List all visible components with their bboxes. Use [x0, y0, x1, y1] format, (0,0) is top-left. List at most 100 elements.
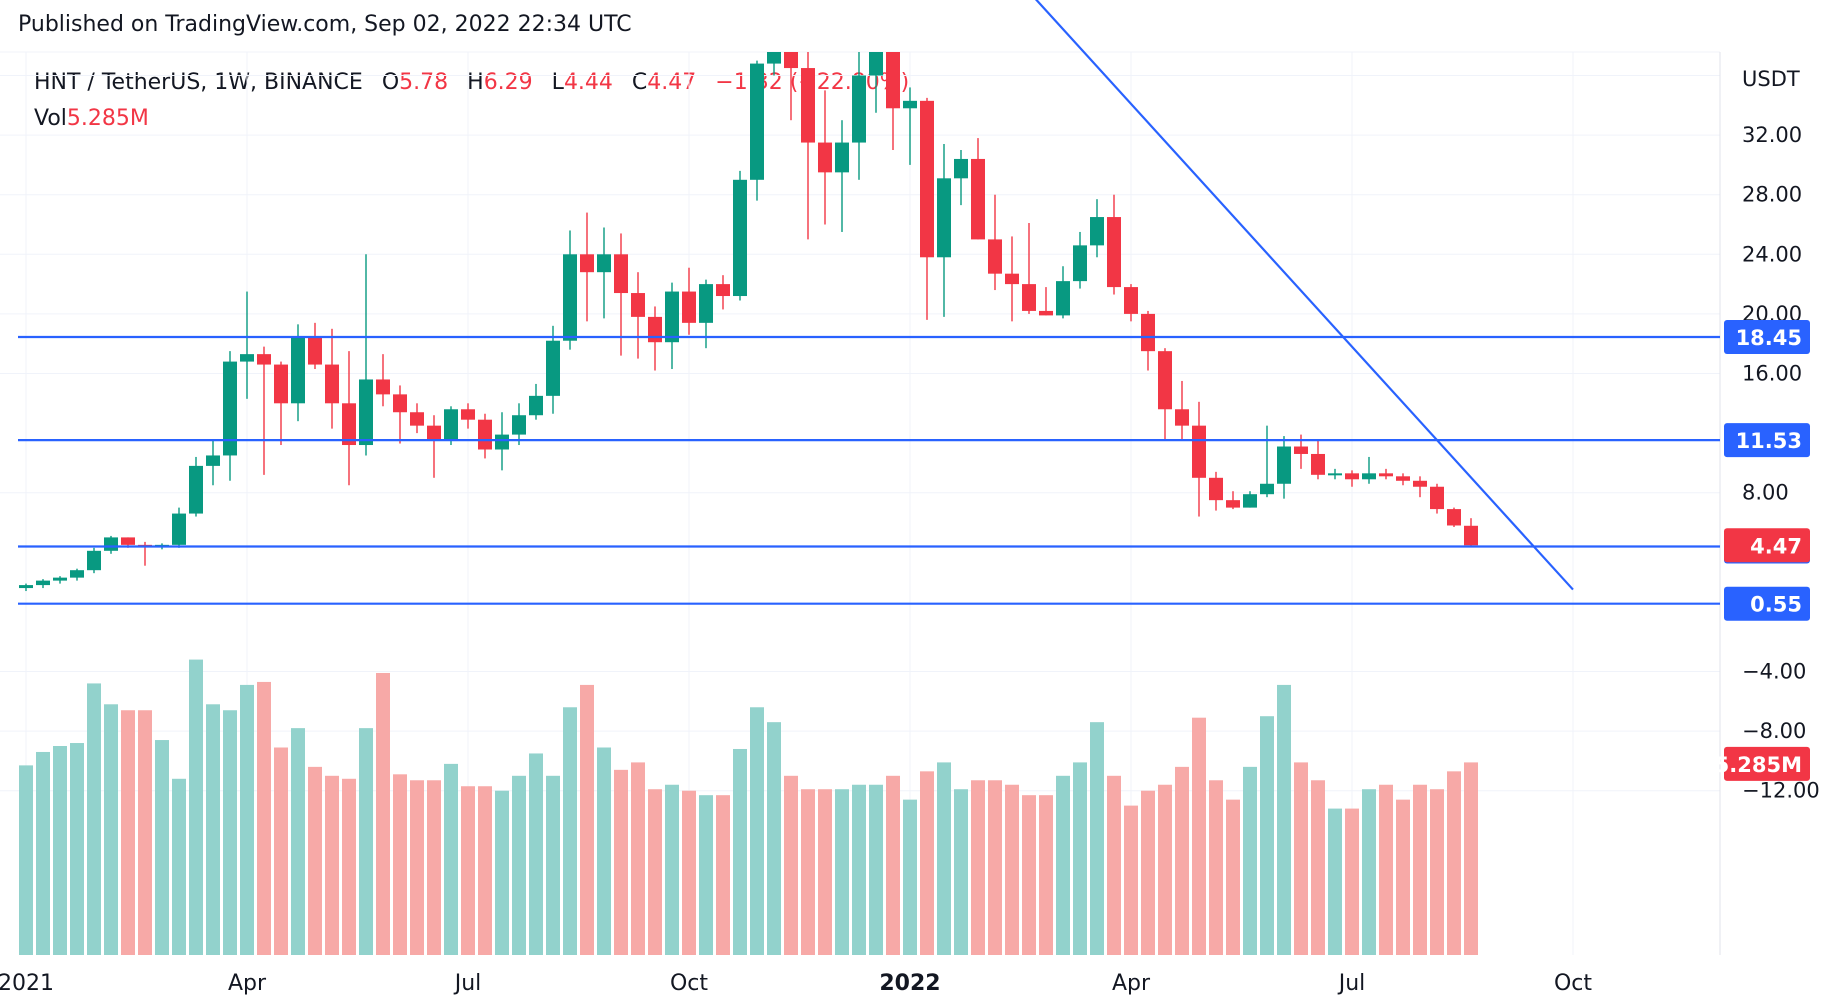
- candle-body: [104, 537, 118, 551]
- volume-bar: [631, 762, 645, 955]
- volume-bar: [835, 789, 849, 955]
- candle-body: [87, 550, 101, 571]
- vol-label: Vol: [34, 106, 67, 131]
- candle-body: [1192, 425, 1206, 478]
- volume-bar: [971, 780, 985, 955]
- volume-bar: [1022, 795, 1036, 955]
- y-tick-label: −4.00: [1742, 660, 1806, 684]
- volume-bar: [1243, 766, 1257, 955]
- symbol-name: HNT / TetherUS, 1W, BINANCE: [34, 70, 363, 95]
- volume-bar: [87, 683, 101, 955]
- volume-bar: [1328, 808, 1342, 955]
- volume-bar: [495, 790, 509, 955]
- candle-body: [1328, 473, 1342, 476]
- volume-bar: [767, 722, 781, 955]
- candle-body: [1022, 284, 1036, 311]
- candle-body: [801, 68, 815, 143]
- badge-level-11-53: 11.53: [1724, 423, 1810, 458]
- candle-body: [597, 254, 611, 273]
- candle-body: [1311, 453, 1325, 475]
- candle-body: [393, 394, 407, 413]
- candle-body: [1277, 446, 1291, 484]
- badge-level-11-53-bg: [1724, 423, 1810, 458]
- trendline-group: [1034, 0, 1574, 591]
- volume-bar: [104, 704, 118, 955]
- volume-bar: [138, 710, 152, 955]
- volume-bar: [1379, 784, 1393, 955]
- candle-body: [1056, 281, 1070, 316]
- candle-body: [920, 100, 934, 258]
- candle-body: [1039, 310, 1053, 316]
- volume-bar: [240, 684, 254, 955]
- trendline: [1034, 0, 1574, 591]
- candle-body: [223, 361, 237, 456]
- candle-body: [818, 142, 832, 173]
- volume-bar: [257, 681, 271, 955]
- candle-body: [954, 158, 968, 179]
- volume-bar: [512, 775, 526, 955]
- high-label: H: [467, 70, 484, 95]
- candle-body: [19, 585, 33, 589]
- volume-bar: [869, 784, 883, 955]
- volume-bar: [53, 746, 67, 955]
- candle-body: [1413, 480, 1427, 487]
- y-tick-label: −8.00: [1742, 719, 1806, 743]
- candle-body: [835, 142, 849, 173]
- volume-bar: [1447, 771, 1461, 955]
- badge-level-0-55-text: 0.55: [1750, 593, 1802, 617]
- open-label: O: [381, 70, 400, 95]
- candle-body: [121, 537, 135, 545]
- x-tick-label: Jul: [453, 971, 482, 995]
- volume-bar: [1277, 684, 1291, 955]
- badge-last-price-bg: [1724, 528, 1810, 563]
- volume-bar: [1260, 716, 1274, 955]
- volume-bars: [19, 659, 1478, 955]
- badge-level-0-55-bg: [1724, 586, 1810, 621]
- volume-bar: [274, 747, 288, 955]
- volume-bar: [852, 784, 866, 955]
- y-tick-label: 28.00: [1742, 183, 1802, 207]
- badge-last-volume: 5.285M: [1715, 746, 1810, 781]
- candle-body: [529, 395, 543, 416]
- candle-body: [189, 465, 203, 514]
- candle-body: [461, 409, 475, 420]
- volume-bar: [291, 728, 305, 955]
- candle-body: [1243, 494, 1257, 508]
- volume-bar: [461, 786, 475, 955]
- candle-body: [1226, 500, 1240, 508]
- low-value: 4.44: [563, 70, 613, 95]
- candle-body: [631, 293, 645, 317]
- volume-bar: [223, 710, 237, 955]
- volume-bar: [614, 769, 628, 955]
- volume-bar: [648, 789, 662, 955]
- volume-bar: [121, 710, 135, 955]
- volume-bar: [716, 795, 730, 955]
- candle-body: [1124, 287, 1138, 314]
- y-tick-label: −12.00: [1742, 779, 1820, 803]
- candle-body: [1005, 273, 1019, 285]
- candle-body: [359, 379, 373, 446]
- volume-legend: Vol5.285M: [34, 106, 149, 131]
- published-caption: Published on TradingView.com, Sep 02, 20…: [18, 12, 632, 37]
- volume-bar: [954, 789, 968, 955]
- candles: [19, 52, 1478, 592]
- volume-bar: [1141, 790, 1155, 955]
- volume-bar: [1226, 799, 1240, 955]
- badge-last-price: 4.47: [1724, 528, 1810, 563]
- volume-bar: [1124, 805, 1138, 955]
- badge-last-price-text: 4.47: [1750, 534, 1802, 558]
- y-tick-label: 8.00: [1742, 481, 1789, 505]
- candle-body: [1107, 217, 1121, 288]
- volume-bar: [1158, 784, 1172, 955]
- volume-bar: [1039, 795, 1053, 955]
- candle-body: [784, 52, 798, 69]
- candle-body: [478, 419, 492, 450]
- candle-body: [903, 100, 917, 109]
- volume-bar: [1294, 762, 1308, 955]
- candle-body: [172, 513, 186, 545]
- x-tick-label: 2022: [879, 971, 940, 995]
- volume-bar: [36, 751, 50, 955]
- volume-bar: [801, 789, 815, 955]
